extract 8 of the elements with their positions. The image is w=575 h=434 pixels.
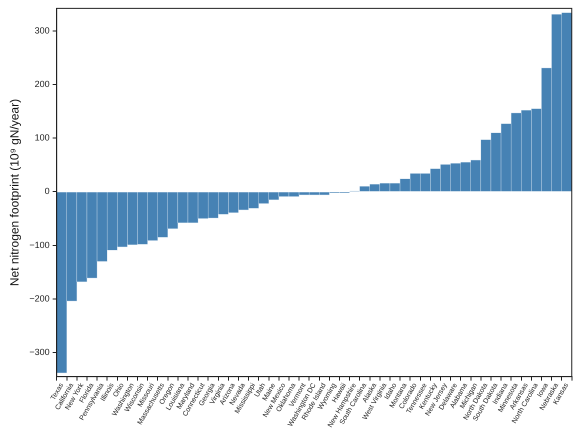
y-tick-label: −100 — [29, 240, 50, 250]
y-tick-label: −200 — [29, 293, 50, 304]
y-tick-label: 200 — [34, 79, 50, 90]
y-tick-label: 300 — [34, 25, 50, 36]
y-axis-title: Net nitrogen footprint (10⁹ gN/year) — [8, 98, 22, 286]
y-tick-label: −300 — [29, 347, 50, 358]
y-tick-label: 100 — [34, 132, 50, 143]
y-tick-label: 0 — [44, 186, 50, 196]
